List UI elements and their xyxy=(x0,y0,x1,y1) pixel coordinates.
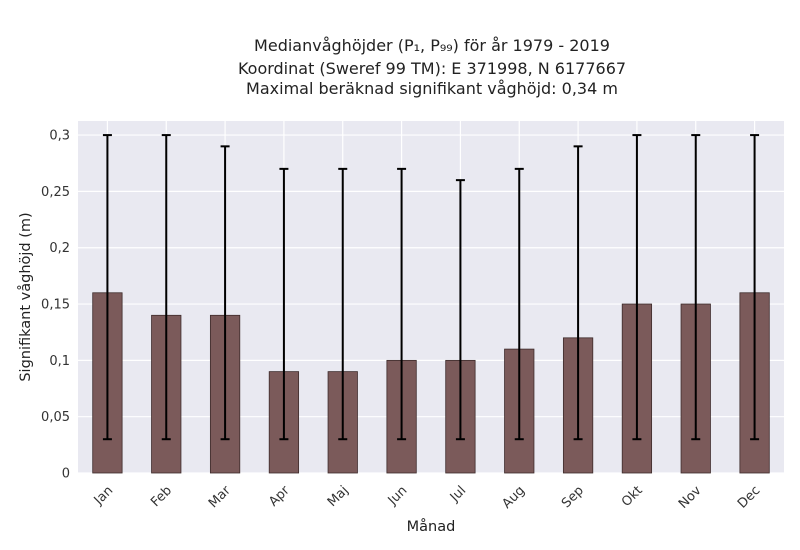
y-tick-label: 0,2 xyxy=(49,241,70,256)
error-bar-jan xyxy=(102,134,112,441)
x-tick-label-aug: Aug xyxy=(500,483,529,512)
y-tick-label: 0,25 xyxy=(41,185,70,200)
error-bars xyxy=(102,134,760,441)
y-tick-label: 0,15 xyxy=(41,298,70,313)
x-tick-label-feb: Feb xyxy=(148,483,175,510)
x-tick-label-mar: Mar xyxy=(206,483,234,511)
error-bar-maj xyxy=(338,167,348,441)
x-tick-label-jun: Jun xyxy=(385,483,411,509)
x-tick-label-dec: Dec xyxy=(735,483,763,511)
y-tick-label: 0,1 xyxy=(49,354,70,369)
error-bar-jul xyxy=(455,179,465,441)
x-tick-label-maj: Maj xyxy=(325,483,352,510)
x-tick-label-jul: Jul xyxy=(447,483,469,505)
error-bar-feb xyxy=(161,134,171,441)
error-bar-sep xyxy=(573,145,583,441)
y-tick-label: 0,3 xyxy=(49,129,70,144)
error-bar-nov xyxy=(691,134,701,441)
x-tick-label-sep: Sep xyxy=(559,483,587,511)
error-bar-apr xyxy=(279,167,289,441)
error-bar-jun xyxy=(397,167,407,441)
chart-title-line-3: Maximal beräknad signifikant våghöjd: 0,… xyxy=(246,79,618,98)
chart-title-line-2: Koordinat (Sweref 99 TM): E 371998, N 61… xyxy=(238,59,626,78)
x-tick-label-jan: Jan xyxy=(91,483,116,508)
y-axis-ticks: 0 0,05 0,1 0,15 0,2 0,25 0,3 xyxy=(41,129,70,482)
y-tick-label: 0 xyxy=(62,467,70,482)
x-tick-label-apr: Apr xyxy=(266,483,293,510)
x-tick-label-okt: Okt xyxy=(619,483,646,510)
x-axis-title: Månad xyxy=(407,518,456,535)
y-axis-title: Signifikant våghöjd (m) xyxy=(17,212,34,381)
y-tick-label: 0,05 xyxy=(41,410,70,425)
chart-title: Medianvåghöjder (P₁, P₉₉) för år 1979 - … xyxy=(238,36,626,98)
error-bar-mar xyxy=(220,145,230,441)
plot-area xyxy=(78,121,784,473)
error-bar-okt xyxy=(632,134,642,441)
x-tick-label-nov: Nov xyxy=(676,483,705,512)
chart-title-line-1: Medianvåghöjder (P₁, P₉₉) för år 1979 - … xyxy=(254,36,610,55)
error-bar-dec xyxy=(750,134,760,441)
x-axis-ticks: Jan Feb Mar Apr Maj Jun Jul Aug Sep Okt Nov Dec xyxy=(91,483,764,512)
error-bar-aug xyxy=(514,167,524,441)
